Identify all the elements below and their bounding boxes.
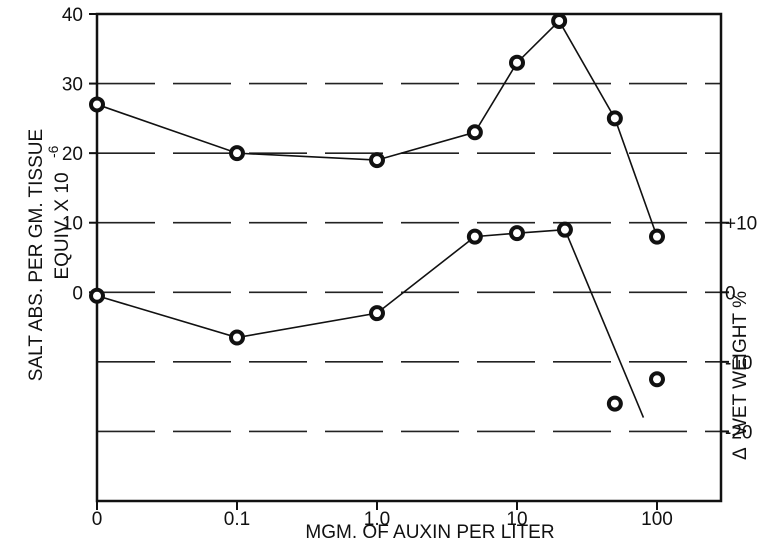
- x-axis-title: MGM. OF AUXIN PER LITER: [305, 522, 554, 543]
- series-line: [96, 19, 658, 237]
- series-trailing-line: [564, 229, 645, 418]
- y-tick-label: 0: [72, 283, 83, 304]
- y-axis-title-exponent: -6: [45, 145, 61, 158]
- y2-axis-delta: Δ: [730, 447, 751, 460]
- y-axis-title-line2: EQUIV. X 10 -6: [45, 145, 73, 279]
- x-tick-label: 10: [506, 509, 527, 530]
- y2-tick-label: +10: [725, 214, 757, 235]
- data-point: [649, 228, 665, 245]
- y-tick-label: 30: [62, 75, 83, 96]
- y-tick-label: 20: [62, 144, 83, 165]
- y2-tick-label: 0: [725, 283, 736, 304]
- data-point: [369, 305, 385, 322]
- x-tick-label: 0.1: [224, 509, 250, 530]
- y2-tick-label: -10: [725, 353, 752, 374]
- y2-axis-title-text: WET WEIGHT %: [730, 291, 751, 436]
- data-points: [89, 12, 665, 412]
- y-tick-label: 10: [62, 214, 83, 235]
- data-point: [466, 124, 483, 141]
- data-point: [649, 371, 665, 388]
- y2-tick-label: -20: [725, 422, 752, 443]
- data-point: [606, 395, 623, 412]
- data-point: [229, 145, 245, 162]
- data-point: [509, 225, 525, 242]
- tick-labels: 0 10 20 30 40 +10 0 -10 -20 0 0.1 1.0 10 100: [62, 5, 757, 530]
- data-point: [229, 329, 245, 346]
- series-lines: [96, 19, 658, 418]
- data-point: [556, 221, 573, 238]
- plot-frame: [95, 12, 723, 503]
- y-tick-label: 40: [62, 5, 83, 26]
- x-tick-label: 100: [641, 509, 673, 530]
- data-point: [606, 110, 623, 127]
- grid-lines: [97, 82, 721, 433]
- series-line: [96, 228, 565, 339]
- data-point: [466, 228, 483, 245]
- data-point: [89, 287, 105, 304]
- data-point: [551, 12, 568, 29]
- data-point: [509, 54, 525, 71]
- tick-marks: [89, 13, 729, 510]
- y-axis-title-text: EQUIV. X 10: [52, 172, 73, 279]
- x-tick-label: 1.0: [364, 509, 390, 530]
- x-tick-label: 0: [92, 509, 103, 530]
- y2-axis-title: Δ WET WEIGHT %: [730, 291, 751, 460]
- y-axis-title-line1: SALT ABS. PER GM. TISSUE: [26, 129, 47, 381]
- data-point: [369, 152, 385, 169]
- data-point: [89, 96, 105, 113]
